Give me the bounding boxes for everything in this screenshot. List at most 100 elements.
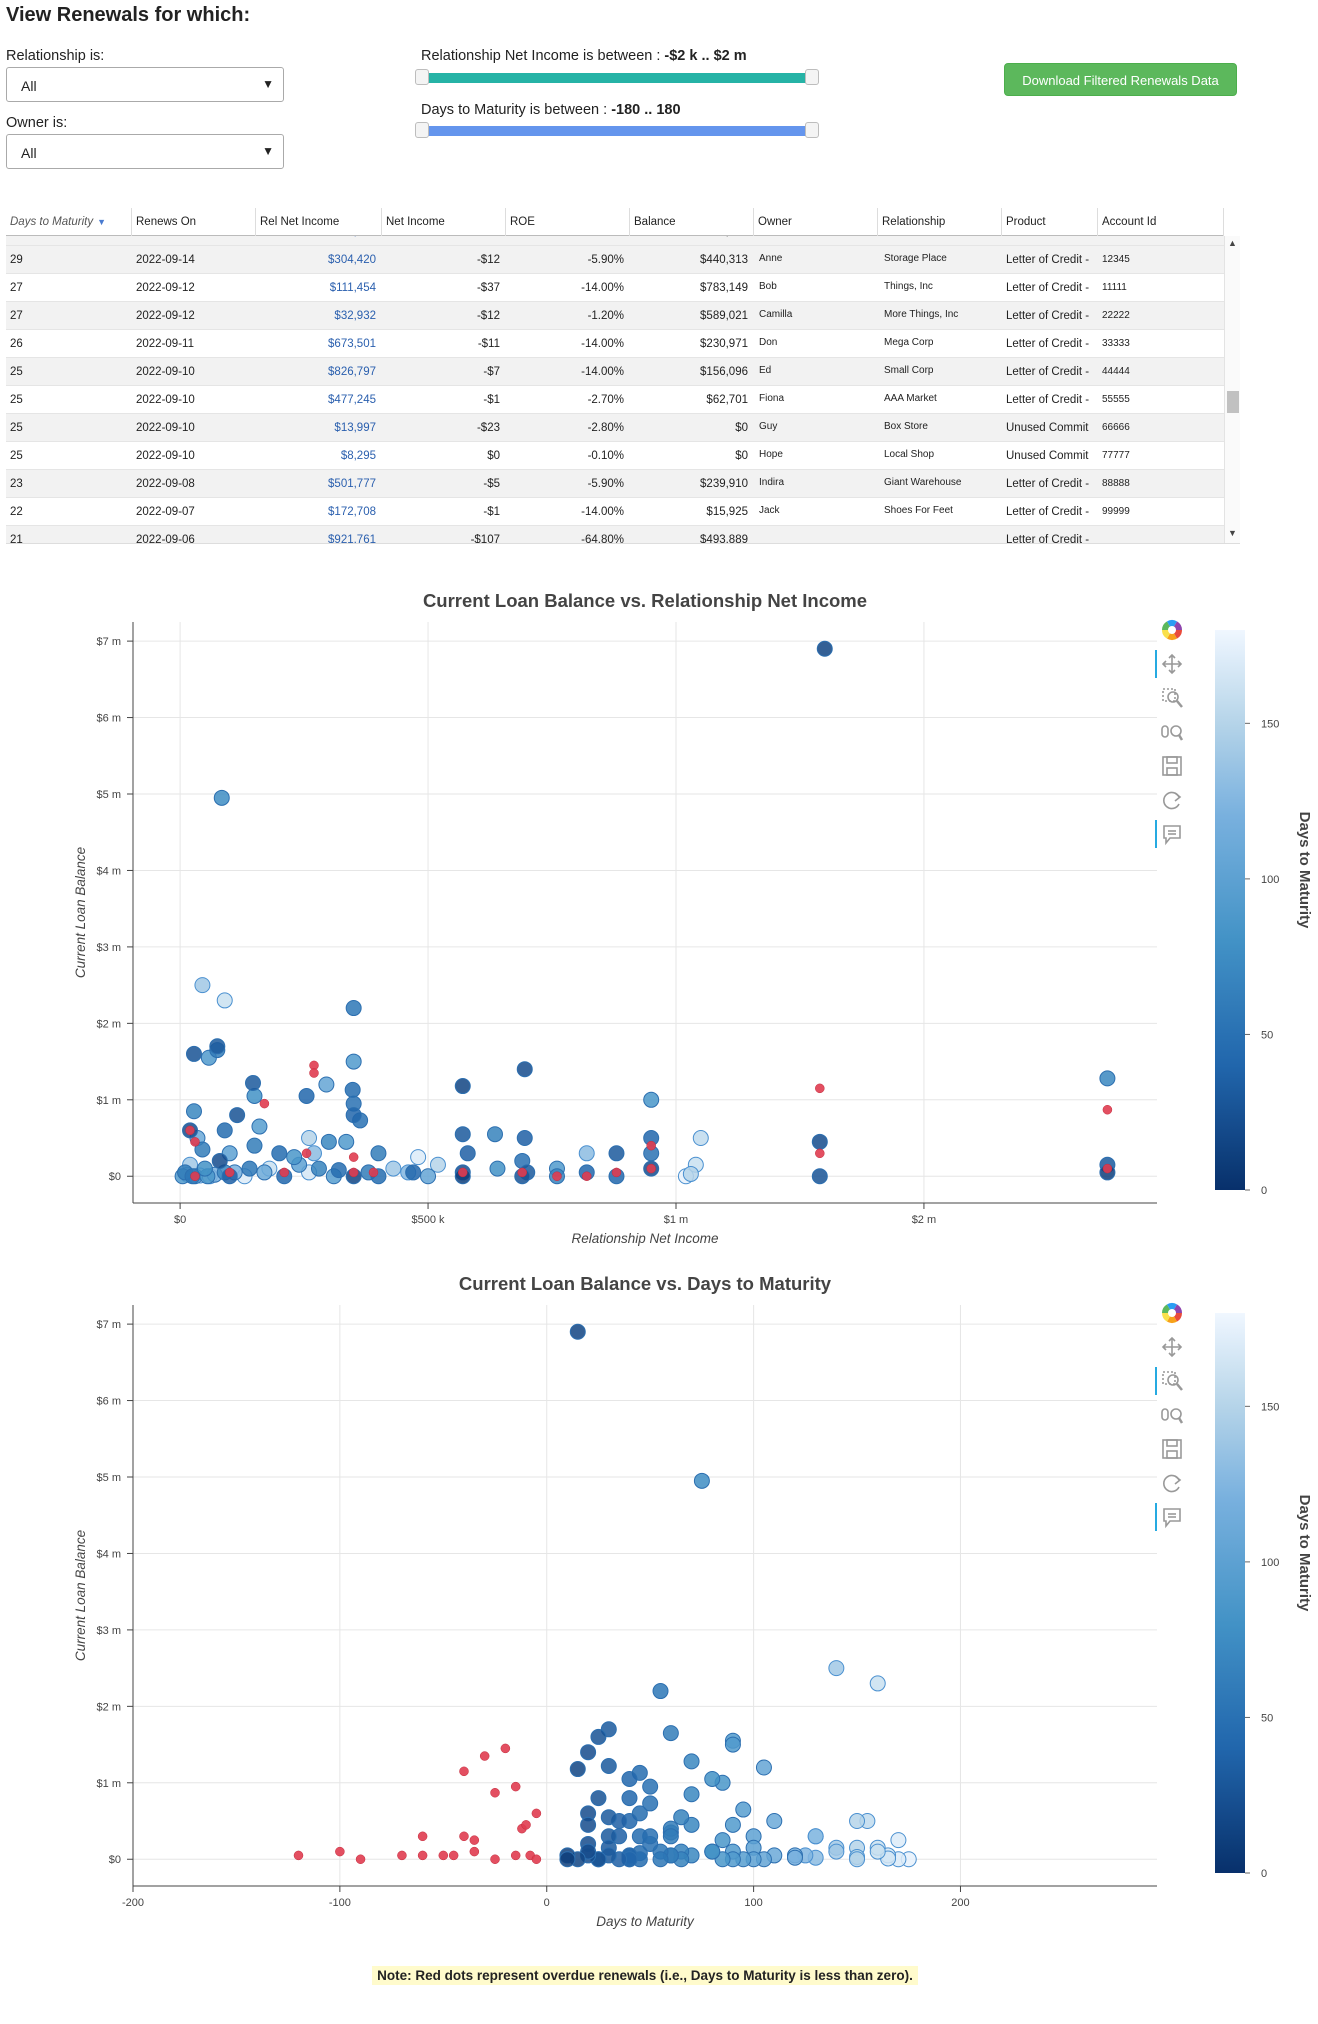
scatter-point[interactable]: [869, 1675, 886, 1692]
scatter-point[interactable]: [516, 1130, 533, 1147]
column-header[interactable]: Renews On: [132, 208, 256, 236]
scatter-point[interactable]: [454, 1126, 471, 1143]
wheel-zoom-icon[interactable]: [1161, 725, 1184, 741]
scatter-point[interactable]: [344, 1081, 361, 1098]
scatter-point[interactable]: [301, 1130, 318, 1147]
scatter-point[interactable]: [642, 1778, 659, 1795]
days-range-slider[interactable]: [415, 122, 819, 138]
scatter-point[interactable]: [216, 1122, 233, 1139]
scatter-point[interactable]: [724, 1736, 741, 1753]
scatter-point[interactable]: [338, 1133, 355, 1150]
scatter-point[interactable]: [600, 1809, 617, 1826]
overdue-point[interactable]: [1102, 1163, 1113, 1174]
overdue-point[interactable]: [521, 1820, 531, 1830]
scatter-point[interactable]: [298, 1087, 315, 1104]
scatter-point[interactable]: [385, 1160, 402, 1177]
days-slider-max-handle[interactable]: [805, 122, 819, 138]
overdue-point[interactable]: [279, 1167, 289, 1178]
scatter-point[interactable]: [683, 1786, 700, 1803]
column-header[interactable]: Account Id: [1098, 208, 1224, 236]
scatter-point[interactable]: [590, 1728, 607, 1745]
save-icon[interactable]: [1162, 1439, 1182, 1459]
scatter-point[interactable]: [559, 1851, 576, 1868]
hover-icon[interactable]: [1163, 1508, 1181, 1529]
scatter-point[interactable]: [693, 1472, 710, 1489]
pan-icon[interactable]: [1161, 1336, 1183, 1358]
column-header[interactable]: Net Income: [382, 208, 506, 236]
scatter-point[interactable]: [662, 1828, 679, 1845]
scatter-point[interactable]: [185, 1045, 202, 1062]
overdue-point[interactable]: [301, 1148, 312, 1159]
download-button[interactable]: Download Filtered Renewals Data: [1004, 63, 1237, 96]
scatter-point[interactable]: [807, 1828, 824, 1845]
column-header[interactable]: Days to Maturity ▼: [6, 208, 132, 236]
overdue-point[interactable]: [417, 1850, 428, 1861]
scatter-point[interactable]: [185, 1103, 202, 1120]
chart1-plot[interactable]: $0 $500 k $1 m $2 m $0 $1 m $2 m $3 m $4 m $5 m $6…: [0, 610, 1318, 1250]
scatter-point[interactable]: [849, 1813, 866, 1830]
scatter-point[interactable]: [516, 1061, 533, 1078]
scatter-point[interactable]: [578, 1145, 595, 1162]
overdue-point[interactable]: [646, 1163, 656, 1174]
scatter-point[interactable]: [459, 1145, 476, 1162]
scatter-point[interactable]: [735, 1801, 752, 1818]
overdue-point[interactable]: [293, 1850, 304, 1861]
overdue-point[interactable]: [259, 1098, 270, 1109]
box-zoom-icon[interactable]: [1162, 688, 1183, 708]
column-header[interactable]: Owner: [754, 208, 878, 236]
column-header[interactable]: Relationship: [878, 208, 1002, 236]
scatter-point[interactable]: [256, 1164, 273, 1181]
overdue-point[interactable]: [448, 1850, 459, 1861]
overdue-point[interactable]: [490, 1854, 500, 1864]
table-row[interactable]: 26 2022-09-11 $673,501 -$11 -14.00% $230,971 D…: [6, 330, 1224, 358]
scatter-point[interactable]: [330, 1162, 347, 1179]
scatter-point[interactable]: [216, 992, 233, 1009]
scatter-point[interactable]: [631, 1828, 648, 1845]
scatter-point[interactable]: [724, 1816, 741, 1833]
table-row[interactable]: 29 2022-09-14 $304,420 -$12 -5.90% $440,313 An…: [6, 246, 1224, 274]
scatter-point[interactable]: [345, 1053, 362, 1070]
column-header[interactable]: Balance: [630, 208, 754, 236]
hover-icon[interactable]: [1163, 825, 1181, 846]
scatter-point[interactable]: [194, 1141, 211, 1158]
overdue-point[interactable]: [531, 1854, 542, 1864]
scrollbar-thumb[interactable]: [1227, 391, 1239, 413]
scatter-point[interactable]: [486, 1126, 503, 1143]
overdue-point[interactable]: [417, 1831, 428, 1842]
scatter-point[interactable]: [405, 1164, 422, 1181]
overdue-point[interactable]: [348, 1152, 359, 1162]
scatter-point[interactable]: [420, 1168, 437, 1185]
scatter-point[interactable]: [621, 1790, 638, 1807]
overdue-point[interactable]: [397, 1850, 407, 1861]
overdue-point[interactable]: [479, 1751, 490, 1761]
overdue-point[interactable]: [348, 1167, 359, 1178]
scatter-point[interactable]: [410, 1149, 427, 1166]
overdue-point[interactable]: [368, 1167, 379, 1178]
scatter-point[interactable]: [642, 1795, 659, 1812]
overdue-point[interactable]: [510, 1850, 521, 1861]
scatter-point[interactable]: [869, 1843, 886, 1860]
table-scrollbar[interactable]: ▲ ▼: [1224, 236, 1240, 543]
scroll-up-icon[interactable]: ▲: [1228, 238, 1237, 248]
scatter-point[interactable]: [569, 1761, 586, 1778]
overdue-point[interactable]: [224, 1167, 235, 1178]
overdue-point[interactable]: [517, 1167, 528, 1178]
scatter-point[interactable]: [245, 1074, 262, 1091]
scatter-point[interactable]: [704, 1770, 721, 1787]
sort-desc-icon[interactable]: ▼: [97, 217, 106, 227]
scatter-point[interactable]: [786, 1849, 803, 1866]
scatter-point[interactable]: [652, 1851, 669, 1868]
bokeh-logo-icon[interactable]: [1162, 620, 1182, 640]
scatter-point[interactable]: [345, 1000, 362, 1017]
net-income-range-slider[interactable]: [415, 69, 819, 85]
table-row[interactable]: 22 2022-09-07 $172,708 -$1 -14.00% $15,925 Jac…: [6, 498, 1224, 526]
scatter-point[interactable]: [320, 1133, 337, 1150]
scatter-point[interactable]: [714, 1832, 731, 1849]
overdue-point[interactable]: [459, 1831, 469, 1842]
scatter-point[interactable]: [1099, 1070, 1116, 1087]
scatter-point[interactable]: [811, 1168, 828, 1185]
relationship-select[interactable]: All ▼: [6, 67, 284, 102]
scatter-point[interactable]: [241, 1160, 258, 1177]
overdue-point[interactable]: [469, 1835, 480, 1845]
scatter-point[interactable]: [673, 1809, 690, 1826]
